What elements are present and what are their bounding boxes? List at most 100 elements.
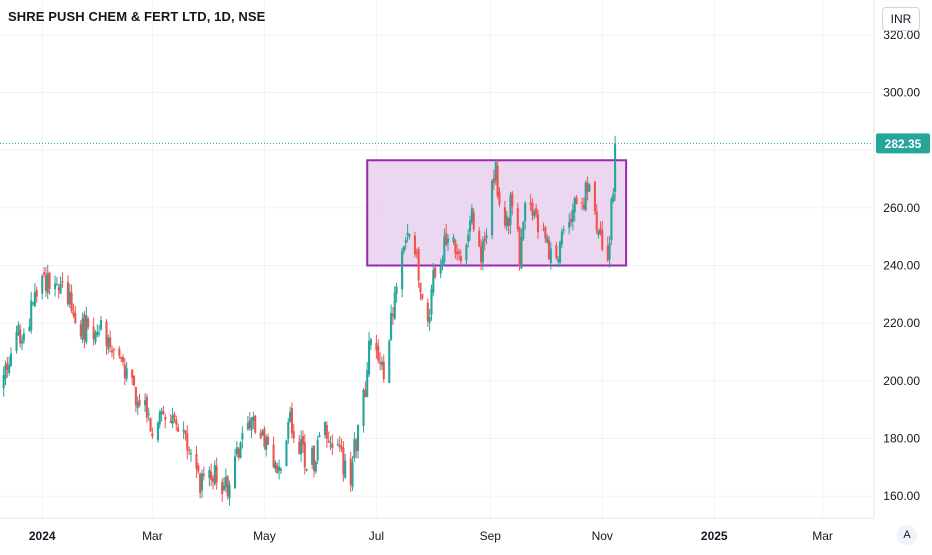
candle-body <box>200 473 204 491</box>
candle-body <box>338 445 341 448</box>
candle-body <box>98 332 101 334</box>
candle-body <box>547 239 551 260</box>
x-tick-label: Mar <box>812 529 833 543</box>
candle-body <box>109 337 112 347</box>
candle-body <box>33 292 36 307</box>
candle-body <box>81 318 84 340</box>
candle-body <box>279 468 282 471</box>
candle-body <box>520 237 523 269</box>
candle-body <box>175 419 178 425</box>
candle-body <box>303 442 306 468</box>
candle-body <box>254 416 257 433</box>
auto-scale-button[interactable]: A <box>897 525 917 545</box>
candle-body <box>549 248 552 263</box>
candle-body <box>511 192 514 207</box>
candle-body <box>535 208 538 215</box>
y-tick-label: 160.00 <box>883 489 920 503</box>
candle-body <box>562 229 565 232</box>
candle-body <box>599 228 602 234</box>
candle-body <box>413 235 417 255</box>
candle-body <box>28 326 31 332</box>
candle-body <box>189 453 193 455</box>
candle-body <box>524 203 527 222</box>
candle-body <box>211 478 215 482</box>
candle-body <box>43 272 46 275</box>
candle-body <box>469 220 472 232</box>
candle-body <box>314 461 317 472</box>
candle-body <box>9 353 13 366</box>
candle-body <box>228 484 231 498</box>
candle-body <box>57 287 60 291</box>
candle-body <box>446 238 450 243</box>
candle-body <box>177 427 180 432</box>
x-tick-label: Mar <box>142 529 163 543</box>
candle-body <box>575 197 578 204</box>
candle-body <box>503 207 506 226</box>
candle-body <box>145 396 148 418</box>
candle-body <box>55 283 58 285</box>
candle-body <box>237 448 240 458</box>
candle-body <box>151 432 154 437</box>
candle-body <box>522 221 525 240</box>
candle-body <box>419 282 422 293</box>
candle-body <box>107 337 110 350</box>
candle-body <box>546 237 549 242</box>
candle-body <box>265 436 268 450</box>
candle-body <box>79 324 82 337</box>
candle-body <box>568 222 571 228</box>
candle-body <box>123 364 126 379</box>
candle-body <box>610 198 613 240</box>
candle-body <box>210 471 213 480</box>
candle-body <box>369 339 372 345</box>
x-tick-label: May <box>253 529 276 543</box>
candle-body <box>467 234 470 242</box>
candle-body <box>569 218 573 223</box>
candle-body <box>529 202 532 205</box>
candle-body <box>136 402 139 409</box>
candle-body <box>597 230 600 235</box>
candle-body <box>368 340 371 375</box>
candle-body <box>555 245 558 259</box>
currency-button[interactable]: INR <box>882 7 920 31</box>
candle-body <box>87 318 90 328</box>
candle-body <box>494 162 497 181</box>
candle-body <box>8 365 11 373</box>
candle-body <box>298 441 301 455</box>
candle-body <box>375 343 378 351</box>
candle-body <box>74 313 77 323</box>
candle-body <box>344 460 347 479</box>
candle-body <box>131 369 134 378</box>
candle-body <box>147 413 150 415</box>
candle-body <box>402 246 405 252</box>
candle-body <box>54 283 57 289</box>
candle-body <box>235 447 238 455</box>
candle-body <box>248 420 251 428</box>
candle-body <box>483 238 486 242</box>
candle-body <box>408 234 411 237</box>
candle-body <box>278 466 281 471</box>
candle-body <box>340 446 343 449</box>
candle-body <box>355 440 358 452</box>
candle-body <box>472 212 475 230</box>
candle-body <box>544 226 547 239</box>
candle-body <box>46 272 49 294</box>
candle-body <box>188 450 191 452</box>
candle-body <box>351 462 354 487</box>
candle-body <box>454 240 457 254</box>
candle-body <box>15 332 18 351</box>
candle-body <box>158 412 161 425</box>
candle-body <box>267 436 270 445</box>
candle-body <box>233 456 237 488</box>
candle-body <box>110 350 114 353</box>
candle-body <box>441 260 444 266</box>
candle-body <box>584 182 587 211</box>
candle-body <box>41 275 44 294</box>
candle-body <box>327 440 330 443</box>
candle-body <box>582 204 585 209</box>
candle-body <box>395 286 398 294</box>
candle-body <box>415 252 418 254</box>
candle-body <box>481 241 484 263</box>
candle-body <box>156 422 159 441</box>
